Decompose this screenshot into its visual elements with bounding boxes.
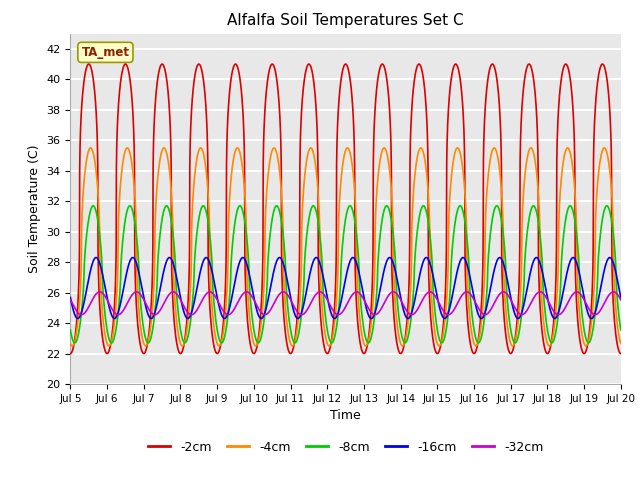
Title: Alfalfa Soil Temperatures Set C: Alfalfa Soil Temperatures Set C <box>227 13 464 28</box>
Text: TA_met: TA_met <box>81 46 129 59</box>
Y-axis label: Soil Temperature (C): Soil Temperature (C) <box>28 144 41 273</box>
Legend: -2cm, -4cm, -8cm, -16cm, -32cm: -2cm, -4cm, -8cm, -16cm, -32cm <box>143 436 548 459</box>
X-axis label: Time: Time <box>330 409 361 422</box>
